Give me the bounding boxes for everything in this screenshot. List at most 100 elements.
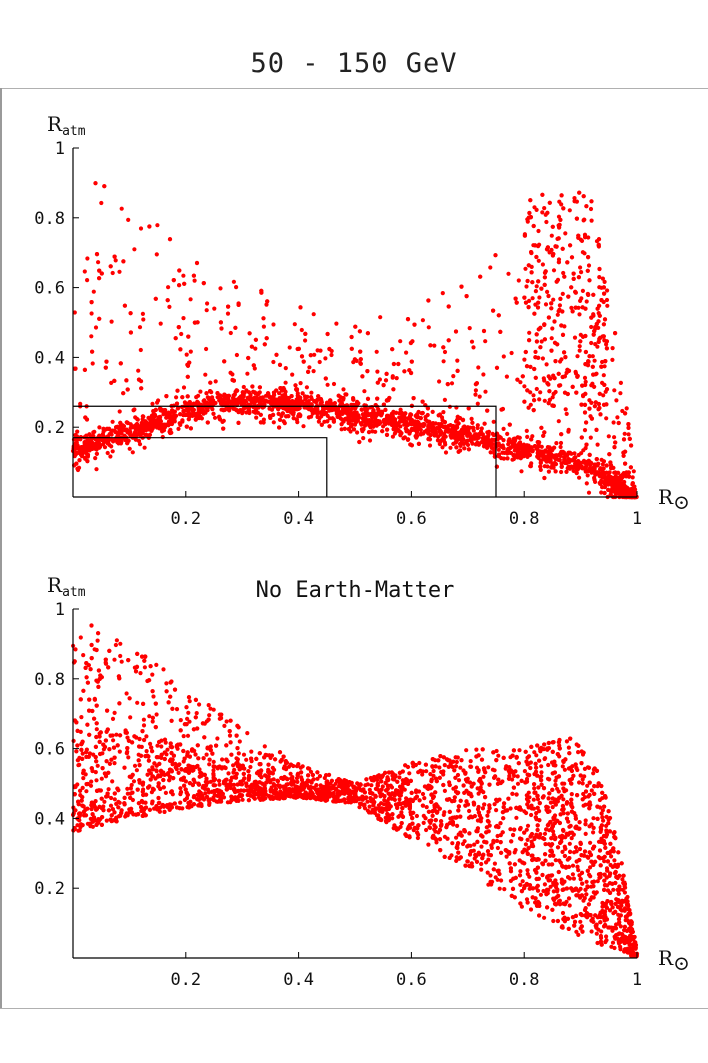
scatter-point xyxy=(553,469,558,474)
scatter-point xyxy=(319,422,324,427)
scatter-point xyxy=(512,439,517,444)
scatter-point xyxy=(421,431,426,436)
scatter-point xyxy=(153,296,158,301)
scatter-point xyxy=(501,354,506,359)
scatter-point xyxy=(139,386,144,391)
scatter-point xyxy=(601,322,607,327)
scatter-point xyxy=(381,383,386,388)
scatter-point xyxy=(540,262,546,267)
scatter-point xyxy=(597,313,602,318)
scatter-point xyxy=(137,325,143,330)
scatter-point xyxy=(174,395,179,400)
scatter-point xyxy=(414,423,419,428)
scatter-point xyxy=(251,363,256,368)
scatter-point xyxy=(186,334,191,339)
scatter-point xyxy=(485,408,490,413)
scatter-point xyxy=(181,409,186,414)
scatter-point xyxy=(212,306,217,311)
scatter-point xyxy=(596,237,602,242)
scatter-point xyxy=(604,297,610,303)
scatter-point xyxy=(623,461,628,466)
scatter-point xyxy=(112,254,117,259)
scatter-point xyxy=(540,192,545,197)
scatter-point xyxy=(526,305,531,310)
scatter-point xyxy=(558,217,563,222)
scatter-point xyxy=(421,422,426,427)
scatter-point xyxy=(560,291,565,296)
scatter-point xyxy=(577,190,582,195)
scatter-point xyxy=(311,312,316,317)
scatter-point xyxy=(273,397,279,402)
scatter-point xyxy=(90,446,95,451)
scatter-point xyxy=(451,441,456,446)
scatter-point xyxy=(220,401,225,406)
scatter-point xyxy=(221,426,226,431)
scatter-point xyxy=(552,455,558,460)
scatter-point xyxy=(538,464,543,469)
scatter-point xyxy=(490,431,495,436)
scatter-point xyxy=(351,397,356,402)
scatter-point xyxy=(326,404,331,409)
scatter-point xyxy=(366,430,372,435)
scatter-point xyxy=(456,421,461,426)
scatter-point xyxy=(489,445,494,450)
scatter-point xyxy=(558,444,563,450)
scatter-point xyxy=(446,338,451,343)
scatter-point xyxy=(524,443,530,448)
scatter-point xyxy=(631,469,636,474)
scatter-point xyxy=(191,410,196,416)
scatter-point xyxy=(137,442,143,447)
scatter-point xyxy=(528,215,533,220)
scatter-point xyxy=(610,357,615,362)
scatter-point xyxy=(236,420,241,425)
scatter-point xyxy=(551,251,556,257)
scatter-point xyxy=(426,428,431,433)
scatter-point xyxy=(344,416,349,421)
scatter-point xyxy=(524,428,529,433)
scatter-point xyxy=(90,349,95,354)
scatter-point xyxy=(549,452,554,457)
scatter-point xyxy=(110,270,115,276)
scatter-point xyxy=(271,412,276,417)
scatter-point xyxy=(390,347,395,352)
scatter-point xyxy=(465,442,471,447)
scatter-point xyxy=(101,438,106,443)
scatter-point xyxy=(276,407,281,412)
scatter-point xyxy=(559,357,564,362)
scatter-point xyxy=(186,406,191,411)
scatter-point xyxy=(236,301,241,306)
scatter-point xyxy=(251,396,256,401)
scatter-point xyxy=(603,359,608,364)
scatter-point xyxy=(304,385,309,390)
scatter-point xyxy=(496,447,501,452)
scatter-point xyxy=(103,365,108,370)
scatter-point xyxy=(604,346,610,351)
scatter-point xyxy=(466,447,471,452)
scatter-point xyxy=(125,387,130,392)
scatter-point xyxy=(537,295,542,300)
scatter-point xyxy=(228,330,233,336)
scatter-point xyxy=(266,391,271,396)
scatter-point xyxy=(594,427,599,432)
scatter-point xyxy=(158,408,163,413)
scatter-point xyxy=(90,361,95,366)
scatter-point xyxy=(549,336,554,341)
scatter-points xyxy=(70,181,639,500)
scatter-point xyxy=(415,415,420,420)
scatter-point xyxy=(257,385,262,390)
scatter-point xyxy=(346,427,351,432)
scatter-point xyxy=(506,271,511,276)
scatter-point xyxy=(574,390,579,395)
scatter-point xyxy=(148,417,153,422)
scatter-point xyxy=(373,411,378,416)
scatter-point xyxy=(592,358,597,363)
scatter-point xyxy=(602,490,607,496)
scatter-point xyxy=(532,366,537,372)
scatter-point xyxy=(367,438,373,443)
scatter-point xyxy=(211,411,216,416)
scatter-point xyxy=(277,425,282,430)
scatter-point xyxy=(550,395,555,400)
scatter-point xyxy=(287,406,292,412)
